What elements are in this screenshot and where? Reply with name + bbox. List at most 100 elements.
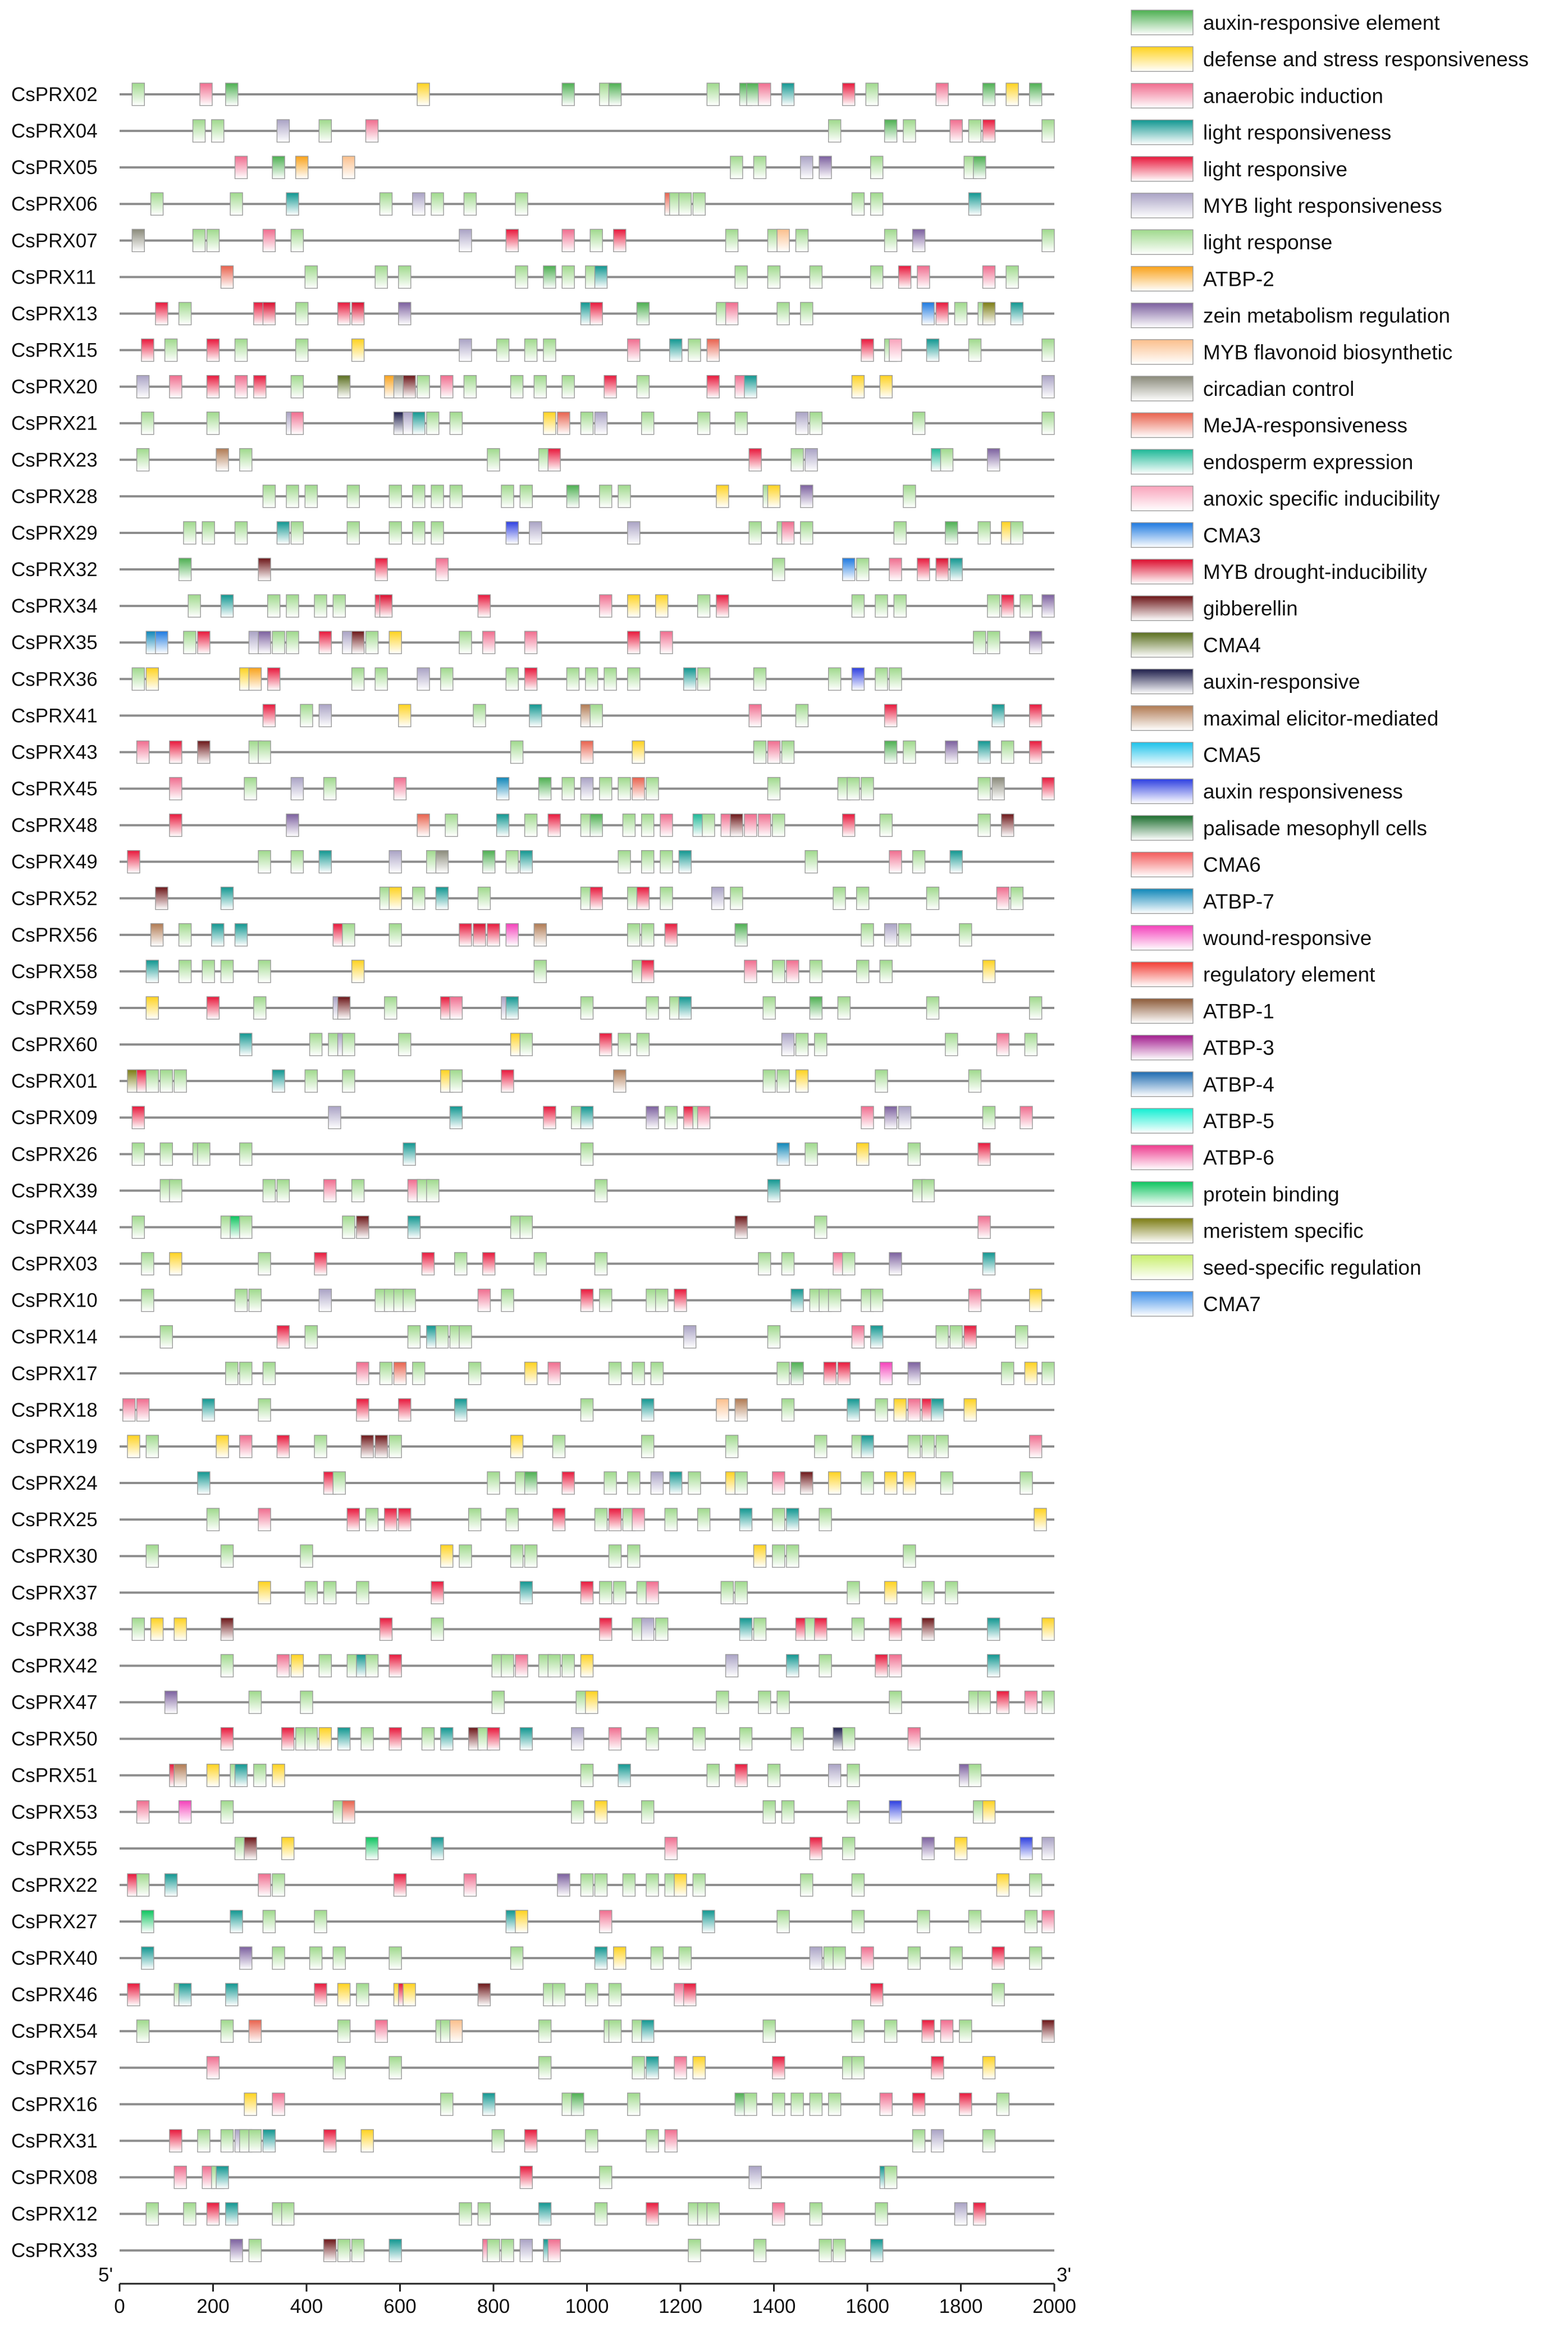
cis-element-mark	[482, 2092, 496, 2116]
gene-row: CsPRX53	[11, 1800, 1054, 1824]
cis-element-mark	[725, 1435, 739, 1458]
cis-element-mark	[543, 265, 556, 289]
cis-element-mark	[501, 485, 514, 508]
cis-element-mark	[641, 850, 655, 874]
cis-element-mark	[220, 1544, 234, 1568]
cis-element-mark	[991, 704, 1005, 728]
cis-element-mark	[604, 1471, 617, 1495]
cis-element-mark	[337, 2019, 351, 2043]
cis-element-mark	[459, 2202, 472, 2226]
cis-element-mark	[351, 1179, 365, 1203]
cis-element-mark	[225, 2202, 239, 2226]
cis-element-mark	[342, 1215, 355, 1239]
cis-element-mark	[351, 631, 365, 654]
cis-element-mark	[342, 1800, 355, 1824]
cis-element-mark	[917, 265, 930, 289]
cis-element-mark	[790, 1362, 804, 1385]
cis-element-mark	[234, 1763, 248, 1787]
cis-element-mark	[753, 2239, 767, 2262]
cis-element-mark	[501, 1069, 514, 1093]
legend: auxin-responsive element defense and stre…	[1131, 10, 1529, 1317]
cis-element-mark	[1041, 119, 1055, 143]
cis-element-mark	[384, 996, 397, 1020]
cis-element-mark	[706, 375, 720, 399]
cis-element-mark	[646, 1727, 659, 1751]
legend-label: light responsiveness	[1203, 121, 1391, 144]
cis-element-mark	[552, 1983, 566, 2006]
cis-element-mark	[318, 704, 332, 728]
cis-element-mark	[608, 1508, 622, 1531]
gene-row: CsPRX19	[11, 1435, 1054, 1458]
gene-row: CsPRX27	[11, 1910, 1055, 1933]
cis-element-mark	[898, 1106, 912, 1129]
cis-element-mark	[781, 1252, 795, 1276]
cis-element-mark	[360, 1727, 374, 1751]
cis-element-mark	[748, 448, 762, 472]
cis-element-mark	[795, 1033, 809, 1056]
cis-element-mark	[1041, 1690, 1055, 1714]
cis-element-mark	[136, 1398, 150, 1422]
cis-element-mark	[463, 1873, 477, 1897]
cis-element-mark	[239, 1033, 253, 1056]
cis-element-mark	[473, 704, 486, 728]
cis-element-mark	[417, 375, 430, 399]
legend-label: maximal elicitor-mediated	[1203, 707, 1438, 730]
cis-element-mark	[650, 1471, 664, 1495]
gene-label: CsPRX55	[11, 1838, 98, 1860]
cis-element-mark	[169, 2129, 182, 2153]
gene-label: CsPRX10	[11, 1290, 98, 1312]
cis-element-mark	[1041, 2019, 1055, 2043]
cis-element-mark	[767, 1179, 781, 1203]
cis-element-mark	[982, 265, 996, 289]
cis-element-mark	[599, 1617, 612, 1641]
cis-element-mark	[1041, 1837, 1055, 1860]
cis-element-mark	[949, 119, 963, 143]
gene-label: CsPRX60	[11, 1034, 98, 1056]
cis-element-mark	[875, 2202, 888, 2226]
cis-element-mark	[515, 192, 528, 216]
cis-element-mark	[295, 302, 309, 326]
cis-element-mark	[206, 996, 220, 1020]
cis-element-mark	[360, 2129, 374, 2153]
cis-element-mark	[342, 1033, 355, 1056]
legend-swatch	[1131, 1034, 1194, 1061]
cis-element-mark	[164, 1690, 178, 1714]
cis-element-mark	[660, 631, 673, 654]
cis-element-mark	[618, 777, 631, 801]
cis-element-mark	[912, 412, 926, 435]
cis-element-mark	[346, 1508, 360, 1531]
gene-label: CsPRX15	[11, 340, 98, 362]
legend-swatch	[1131, 632, 1194, 658]
cis-element-mark	[884, 923, 898, 947]
cis-element-mark	[318, 1727, 332, 1751]
cis-element-mark	[487, 1471, 500, 1495]
legend-label: ATBP-1	[1203, 1000, 1274, 1023]
cis-element-mark	[982, 1252, 996, 1276]
cis-element-mark	[323, 1179, 337, 1203]
cis-element-mark	[875, 667, 888, 691]
cis-element-mark	[599, 485, 612, 508]
cis-element-mark	[632, 2056, 645, 2080]
gene-row: CsPRX40	[11, 1946, 1054, 1970]
cis-element-mark	[935, 83, 949, 106]
cis-element-mark	[314, 594, 327, 618]
gene-label: CsPRX18	[11, 1399, 98, 1421]
gene-label: CsPRX41	[11, 705, 98, 727]
cis-element-mark	[262, 2129, 276, 2153]
cis-element-mark	[332, 594, 346, 618]
cis-element-mark	[734, 1398, 748, 1422]
cis-element-mark	[776, 1362, 790, 1385]
cis-element-mark	[594, 1179, 608, 1203]
gene-row: CsPRX48	[11, 813, 1054, 837]
x-tick-label: 800	[477, 2296, 510, 2317]
gene-label: CsPRX01	[11, 1070, 98, 1092]
gene-label: CsPRX08	[11, 2167, 98, 2189]
cis-element-mark	[594, 412, 608, 435]
cis-element-mark	[823, 1362, 837, 1385]
cis-element-mark	[786, 1544, 799, 1568]
cis-element-mark	[141, 1910, 154, 1933]
cis-element-mark	[650, 1946, 664, 1970]
cis-element-mark	[781, 1800, 795, 1824]
gene-row: CsPRX50	[11, 1727, 1054, 1751]
legend-label: ATBP-5	[1203, 1110, 1274, 1133]
